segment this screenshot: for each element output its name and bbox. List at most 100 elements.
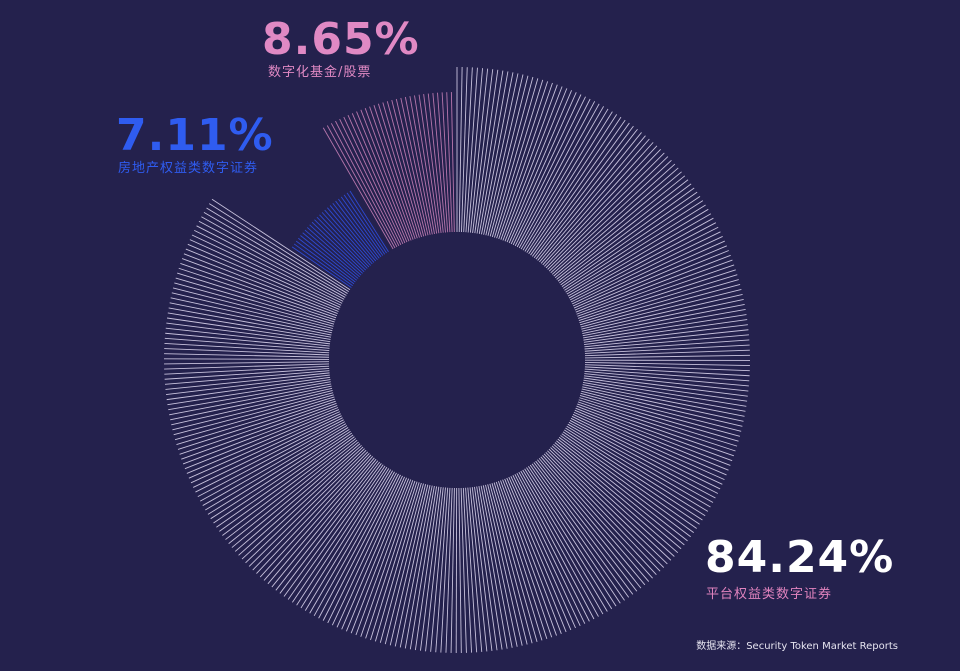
funds-category-label: 数字化基金/股票: [268, 65, 372, 80]
slice-line-platform: [241, 446, 364, 560]
slice-line-platform: [181, 402, 337, 460]
slice-line-platform: [518, 471, 599, 617]
slice-line-platform: [465, 67, 478, 233]
slice-line-platform: [516, 472, 595, 620]
slice-line-platform: [222, 436, 355, 536]
slice-line-platform: [179, 400, 336, 455]
slice-line-platform: [540, 138, 650, 264]
slice-line-platform: [164, 337, 330, 351]
slice-line-platform: [196, 225, 344, 302]
slice-line-real-estate: [346, 192, 388, 254]
slice-line-platform: [200, 421, 346, 502]
slice-line-platform: [508, 92, 577, 244]
slice-line-platform: [164, 363, 330, 370]
slice-line-funds: [335, 120, 400, 247]
slice-line-platform: [291, 465, 386, 603]
slice-line-platform: [537, 132, 642, 261]
slice-line-platform: [399, 485, 433, 648]
slice-line-platform: [275, 460, 379, 591]
slice-line-platform: [460, 487, 467, 653]
slice-line-platform: [300, 468, 390, 609]
slice-line-platform: [374, 482, 422, 642]
slice-line-real-estate: [338, 198, 382, 258]
slice-line-platform: [259, 454, 372, 578]
slice-line-platform: [508, 476, 576, 629]
slice-line-platform: [164, 361, 330, 365]
slice-line-platform: [440, 487, 451, 653]
slice-line-platform: [542, 142, 654, 266]
slice-line-real-estate: [340, 196, 384, 256]
slice-line-platform: [560, 187, 695, 286]
slice-line-platform: [582, 384, 745, 417]
slice-line-platform: [210, 428, 350, 520]
slice-line-platform: [206, 207, 348, 294]
slice-line-funds: [437, 92, 449, 233]
slice-line-platform: [577, 264, 735, 319]
slice-line-platform: [548, 156, 669, 272]
slice-line-platform: [566, 208, 709, 295]
slice-line-platform: [462, 487, 472, 653]
slice-line-platform: [538, 457, 646, 586]
slice-line-real-estate: [349, 190, 389, 253]
slice-line-platform: [202, 423, 347, 506]
slice-line-platform: [190, 413, 341, 484]
slice-line-platform: [568, 217, 714, 299]
slice-line-platform: [309, 470, 394, 614]
slice-line-platform: [175, 277, 335, 325]
slice-line-funds: [377, 103, 420, 238]
slice-line-platform: [471, 487, 493, 651]
slice-line-platform: [181, 258, 338, 317]
slice-line-funds: [386, 101, 425, 237]
slice-line-platform: [167, 312, 331, 340]
slice-line-platform: [575, 407, 729, 471]
slice-line-platform: [584, 329, 749, 348]
slice-line-platform: [166, 322, 331, 345]
slice-line-platform: [192, 415, 342, 488]
slice-line-platform: [574, 245, 727, 311]
slice-line-real-estate: [335, 200, 380, 259]
slice-line-platform: [514, 98, 591, 247]
slice-line-platform: [184, 407, 339, 470]
slice-line-platform: [164, 348, 330, 356]
slice-line-platform: [163, 358, 330, 360]
slice-line-platform: [582, 381, 746, 412]
slice-line-platform: [480, 72, 514, 235]
slice-line-platform: [469, 487, 488, 652]
slice-line-platform: [557, 438, 688, 542]
slice-line-platform: [583, 379, 747, 407]
slice-line-platform: [580, 392, 741, 437]
slice-line-platform: [461, 67, 468, 233]
slice-line-platform: [575, 250, 729, 313]
slice-line-platform: [467, 487, 483, 652]
slice-line-funds: [409, 96, 435, 235]
slice-line-platform: [584, 366, 750, 377]
slice-line-platform: [567, 423, 711, 508]
slice-line-funds: [364, 108, 414, 240]
slice-line-platform: [182, 404, 338, 465]
slice-line-platform: [472, 69, 494, 234]
slice-line-platform: [514, 473, 590, 622]
slice-line-real-estate: [300, 235, 358, 281]
slice-line-platform: [228, 439, 358, 544]
slice-line-platform: [165, 327, 330, 347]
slice-line-platform: [524, 111, 613, 252]
slice-line-platform: [327, 474, 401, 624]
slice-line-platform: [379, 483, 424, 643]
slice-line-platform: [389, 484, 429, 646]
slice-line-platform: [219, 434, 354, 532]
slice-line-platform: [188, 411, 341, 479]
slice-line-platform: [252, 451, 369, 571]
slice-line-platform: [476, 70, 504, 234]
slice-line-platform: [171, 387, 333, 426]
slice-line-platform: [573, 411, 725, 481]
slice-line-platform: [571, 415, 721, 490]
slice-line-platform: [584, 361, 750, 366]
slice-line-platform: [183, 253, 338, 315]
slice-line-platform: [533, 462, 634, 595]
slice-line-funds: [373, 105, 418, 239]
slice-line-platform: [561, 433, 697, 529]
slice-line-funds: [404, 96, 433, 235]
slice-line-platform: [553, 443, 679, 554]
slice-line-platform: [296, 466, 388, 606]
slice-line-platform: [563, 429, 703, 521]
